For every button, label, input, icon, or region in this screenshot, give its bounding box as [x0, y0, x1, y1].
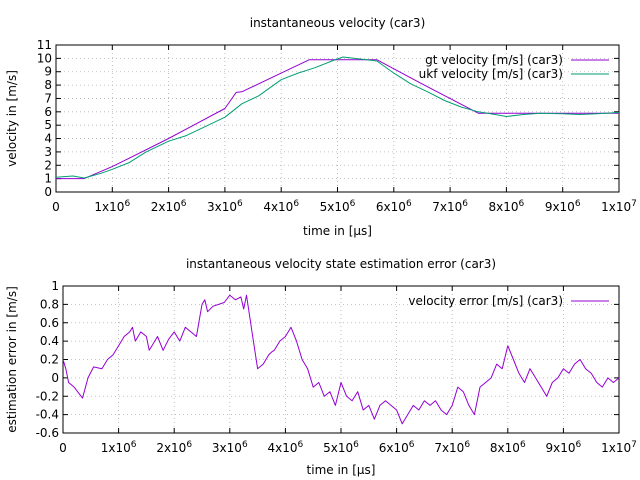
series-line — [55, 56, 620, 179]
x-axis-label: time in [µs] — [303, 224, 372, 238]
y-tick-label: 11 — [37, 38, 52, 52]
x-tick-label: 4x106 — [268, 440, 304, 455]
y-axis-label: velocity in [m/s] — [5, 70, 19, 167]
y-tick-label: -0.4 — [36, 408, 59, 422]
y-axis-label: estimation error in [m/s] — [5, 286, 19, 432]
error-chart: instantaneous velocity state estimation … — [5, 257, 637, 477]
x-tick-label: 0 — [59, 441, 67, 455]
x-tick-label: 5x106 — [320, 199, 356, 214]
y-tick-label: 9 — [44, 65, 52, 79]
velocity-chart: instantaneous velocity (car3) time in [µ… — [5, 16, 637, 238]
y-tick-label: 0.8 — [40, 297, 59, 311]
x-tick-label: 1x106 — [94, 199, 130, 214]
x-tick-label: 1x107 — [601, 199, 637, 214]
legend-label: gt velocity [m/s] (car3) — [425, 53, 563, 67]
x-tick-label: 3x106 — [212, 440, 248, 455]
y-tick-label: 4 — [44, 132, 52, 146]
x-tick-label: 4x106 — [263, 199, 299, 214]
x-tick-label: 7x106 — [434, 440, 470, 455]
series-line — [62, 294, 620, 425]
y-tick-label: 3 — [44, 145, 52, 159]
y-tick-label: 0.4 — [40, 334, 59, 348]
y-tick-label: 8 — [44, 78, 52, 92]
x-tick-label: 5x106 — [323, 440, 359, 455]
x-axis-label: time in [µs] — [307, 463, 376, 477]
x-tick-label: 9x106 — [545, 199, 581, 214]
legend-label: velocity error [m/s] (car3) — [408, 294, 563, 308]
grid — [63, 286, 619, 433]
y-tick-label: -0.2 — [36, 389, 59, 403]
x-tick-label: 2x106 — [151, 199, 187, 214]
y-tick-label: 0 — [44, 185, 52, 199]
x-tick-label: 2x106 — [156, 440, 192, 455]
y-tick-label: 0.6 — [40, 316, 59, 330]
y-tick-label: 1 — [44, 172, 52, 186]
legend-label: ukf velocity [m/s] (car3) — [419, 67, 563, 81]
x-tick-label: 1x106 — [101, 440, 137, 455]
y-tick-label: 0 — [51, 371, 59, 385]
x-tick-label: 6x106 — [376, 199, 412, 214]
y-tick-label: -0.6 — [36, 426, 59, 440]
x-tick-label: 1x107 — [601, 440, 637, 455]
y-tick-label: 6 — [44, 105, 52, 119]
y-tick-label: 2 — [44, 158, 52, 172]
x-tick-label: 8x106 — [490, 440, 526, 455]
x-tick-label: 9x106 — [546, 440, 582, 455]
y-tick-label: 1 — [51, 279, 59, 293]
grid — [56, 45, 619, 192]
y-tick-label: 7 — [44, 91, 52, 105]
chart-title: instantaneous velocity state estimation … — [186, 257, 496, 271]
y-tick-label: 0.2 — [40, 353, 59, 367]
y-tick-label: 5 — [44, 118, 52, 132]
x-tick-label: 8x106 — [489, 199, 525, 214]
series-line — [56, 59, 619, 180]
x-tick-label: 0 — [52, 200, 60, 214]
x-tick-label: 7x106 — [432, 199, 468, 214]
chart-title: instantaneous velocity (car3) — [250, 16, 426, 30]
x-tick-label: 3x106 — [207, 199, 243, 214]
x-tick-label: 6x106 — [379, 440, 415, 455]
y-tick-label: 10 — [37, 51, 52, 65]
